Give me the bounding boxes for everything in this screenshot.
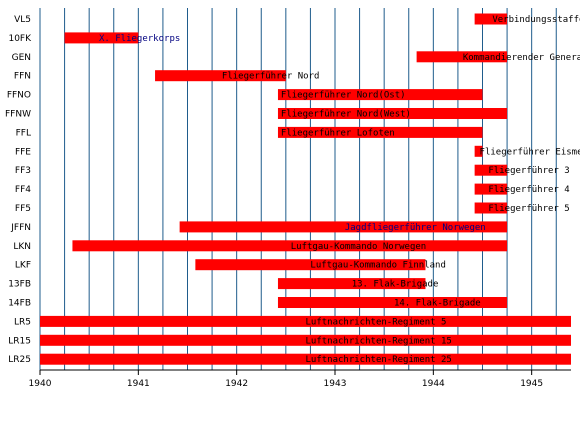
bar-label: Jagdfliegerführer Norwegen [345, 223, 486, 233]
x-tick-label: 1945 [520, 379, 543, 389]
bar-label: 14. Flak-Brigade [394, 299, 481, 309]
y-tick-label: FF3 [15, 166, 31, 176]
y-tick-label: GEN [12, 53, 31, 63]
y-tick-label: 14FB [8, 299, 31, 309]
y-tick-label: FFE [15, 147, 31, 157]
y-tick-label: LKF [15, 261, 31, 271]
bar-ffnw [277, 108, 508, 119]
bar-label: Luftnachrichten-Regiment 15 [306, 336, 452, 346]
y-tick-label: FFNO [7, 91, 31, 101]
bar-vl5 [474, 13, 508, 25]
bar-label: Fliegerführer Nord(Ost) [281, 91, 406, 101]
bar-label: Luftgau-Kommando Finnland [310, 261, 445, 271]
x-tick-label: 1941 [127, 379, 150, 389]
bar-label: 13. Flak-Brigade [352, 280, 439, 290]
y-tick-label: FFNW [5, 110, 31, 120]
bar-ffe [474, 145, 483, 157]
y-tick-label: 10FK [8, 34, 32, 44]
bar-14fb [277, 297, 508, 308]
bar-ff4 [474, 183, 508, 195]
bar-13fb [277, 278, 426, 290]
bar-label: Fliegerführer 5 [488, 204, 569, 214]
y-tick-label: VL5 [14, 15, 31, 25]
bar-label: Luftnachrichten-Regiment 5 [306, 317, 447, 327]
bar-label: Luftgau-Kommando Norwegen [291, 242, 426, 252]
x-tick-label: 1944 [422, 379, 445, 389]
bar-label: Fliegerführer 4 [488, 185, 569, 195]
bar-10fk [64, 32, 139, 44]
bar-label: Fliegerführer Lofoten [281, 128, 395, 138]
y-tick-label: FF5 [15, 204, 31, 214]
y-tick-label: 13FB [8, 280, 31, 290]
bar-lkf [195, 259, 426, 271]
y-tick-label: FFL [16, 128, 31, 138]
y-tick-label: FF4 [15, 185, 31, 195]
x-tick-label: 1940 [29, 379, 52, 389]
y-tick-label: LR25 [8, 355, 31, 365]
y-tick-label: LKN [13, 242, 31, 252]
bar-lr5 [40, 315, 571, 327]
bar-label: Fliegerführer 3 [488, 166, 569, 176]
bar-label: Fliegerführer Nord [222, 72, 320, 82]
bar-ffl [277, 126, 483, 138]
y-tick-label: LR5 [14, 317, 31, 327]
bar-label: Fliegerführer Nord(West) [281, 110, 411, 120]
bar-ffn [155, 70, 286, 82]
x-tick-label: 1942 [225, 379, 248, 389]
bar-lr25 [40, 353, 571, 365]
y-tick-label: LR15 [8, 336, 31, 346]
bar-label: Verbindungsstaffel [492, 15, 580, 25]
bar-lr15 [40, 334, 571, 346]
bar-jffn [179, 221, 508, 233]
bar-gen [416, 51, 508, 63]
bar-label: Kommandierender General der Deutschen Lu… [463, 53, 580, 63]
bar-ff5 [474, 202, 508, 214]
bar-label: Fliegerführer Eismeer [480, 147, 580, 157]
bar-lkn [72, 240, 508, 252]
bar-ffno [277, 89, 483, 101]
bar-ff3 [474, 164, 508, 176]
x-tick-label: 1943 [324, 379, 347, 389]
bar-label: X. Fliegerkorps [99, 34, 180, 44]
y-tick-label: FFN [14, 72, 31, 82]
y-tick-label: JFFN [10, 223, 31, 233]
bar-label: Luftnachrichten-Regiment 25 [306, 355, 452, 365]
